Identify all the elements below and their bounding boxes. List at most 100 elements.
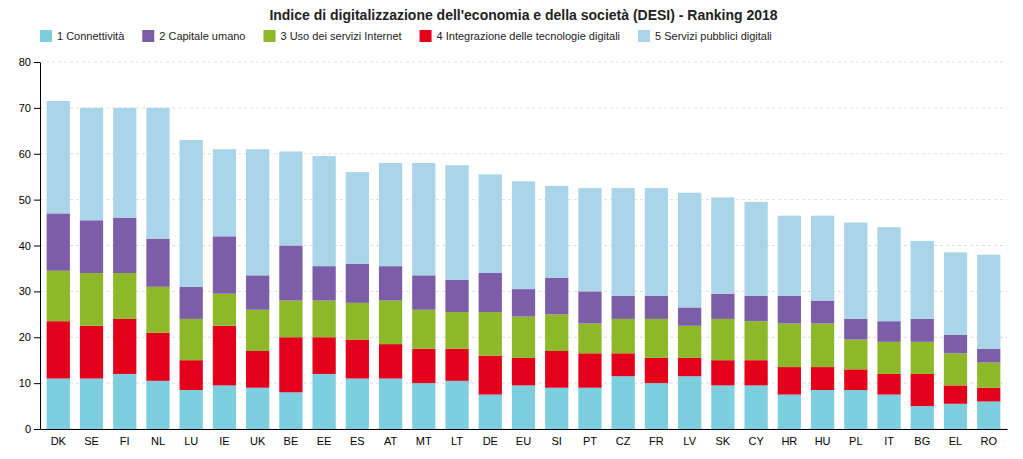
x-tick: EE [317, 435, 332, 447]
bar-segment [545, 314, 568, 351]
bar-segment [678, 326, 701, 358]
bar-segment [279, 337, 302, 392]
y-tick-mark [34, 291, 40, 292]
x-tick: SK [716, 435, 731, 447]
bar-segment [711, 319, 734, 360]
y-tick-label: 70 [19, 102, 31, 114]
bar-segment [146, 108, 169, 239]
x-tick: MT [416, 435, 432, 447]
x-tick-label: CZ [616, 435, 631, 447]
y-tick-mark [34, 108, 40, 109]
bar-segment [47, 101, 70, 213]
bar-segment [246, 388, 269, 429]
x-tick: ES [350, 435, 365, 447]
bar-segment [744, 202, 767, 296]
x-tick-label: HU [815, 435, 831, 447]
x-tick-label: EU [516, 435, 531, 447]
bar-segment [379, 379, 402, 429]
grid [40, 62, 1007, 429]
bar-segment [612, 296, 635, 319]
bar-segment [346, 172, 369, 264]
bar-segment [612, 188, 635, 296]
bar-segment [445, 349, 468, 381]
bar-segment [246, 351, 269, 388]
bar-segment [911, 319, 934, 342]
x-tick: IE [219, 435, 229, 447]
x-axis: DKSEFINLLUIEUKBEEEESATMTLTDEEUSIPTCZFRLV… [41, 430, 1008, 447]
bar-segment [346, 379, 369, 429]
axis-domain [41, 429, 1008, 430]
x-tick-label: SE [84, 435, 99, 447]
bar-segment [578, 353, 601, 387]
y-tick-label: 10 [19, 377, 31, 389]
bar-segment [944, 385, 967, 403]
x-tick-label: PT [583, 435, 597, 447]
x-tick: UK [250, 435, 266, 447]
bar-segment [545, 186, 568, 278]
bar-segment [445, 165, 468, 280]
legend-swatch [40, 30, 52, 42]
bar-segment [445, 381, 468, 429]
bar-segment [113, 273, 136, 319]
bar-segment [80, 220, 103, 273]
x-tick: FI [120, 435, 130, 447]
bar-segment [213, 385, 236, 429]
bar-segment [279, 151, 302, 245]
x-tick: HR [781, 435, 797, 447]
bar-segment [911, 342, 934, 374]
x-tick: DE [483, 435, 498, 447]
bar-segment [180, 287, 203, 319]
grid-line [40, 62, 1007, 63]
bar-segment [213, 326, 236, 386]
bar-segment [213, 149, 236, 236]
bar-segment [80, 379, 103, 429]
bar-segment [180, 390, 203, 429]
bar-segment [346, 303, 369, 340]
x-tick: EL [949, 435, 962, 447]
bar-segment [180, 360, 203, 390]
y-tick: 60 [19, 148, 40, 160]
bar-segment [146, 381, 169, 429]
bar-segment [844, 369, 867, 390]
x-tick: PT [583, 435, 597, 447]
bar-segment [711, 385, 734, 429]
bar-segment [545, 388, 568, 429]
bar-segment [811, 367, 834, 390]
bar-segment [512, 385, 535, 429]
legend-item: 5 Servizi pubblici digitali [638, 30, 772, 42]
legend-label: 3 Uso dei servizi Internet [281, 30, 402, 42]
x-tick: FR [649, 435, 664, 447]
y-tick-mark [34, 246, 40, 247]
bar-segment [844, 340, 867, 370]
y-tick-mark [34, 154, 40, 155]
chart: Indice di digitalizzazione dell'economia… [0, 0, 1023, 459]
bar-segment [512, 289, 535, 317]
y-tick-label: 20 [19, 331, 31, 343]
bar-segment [877, 227, 900, 321]
bar-segment [645, 188, 668, 296]
bar-segment [47, 321, 70, 378]
y-tick-mark [34, 337, 40, 338]
bar-segment [711, 294, 734, 319]
bar-segment [977, 388, 1000, 402]
bar-segment [512, 358, 535, 386]
bar-segment [346, 264, 369, 303]
bar-segment [578, 323, 601, 353]
bar-segment [412, 163, 435, 275]
x-tick-label: LT [451, 435, 463, 447]
bar-segment [744, 385, 767, 429]
bar-segment [445, 312, 468, 349]
x-tick-label: BG [914, 435, 930, 447]
axis-domain [40, 63, 41, 430]
y-tick: 10 [19, 377, 40, 389]
legend-item: 3 Uso dei servizi Internet [264, 30, 402, 42]
bar-segment [944, 353, 967, 385]
y-tick: 50 [19, 194, 40, 206]
x-tick-label: NL [151, 435, 165, 447]
bar-segment [47, 271, 70, 321]
bar-segment [113, 108, 136, 218]
bar-segment [545, 351, 568, 388]
bar-segment [778, 395, 801, 429]
bar-segment [279, 246, 302, 301]
x-tick: EU [516, 435, 531, 447]
